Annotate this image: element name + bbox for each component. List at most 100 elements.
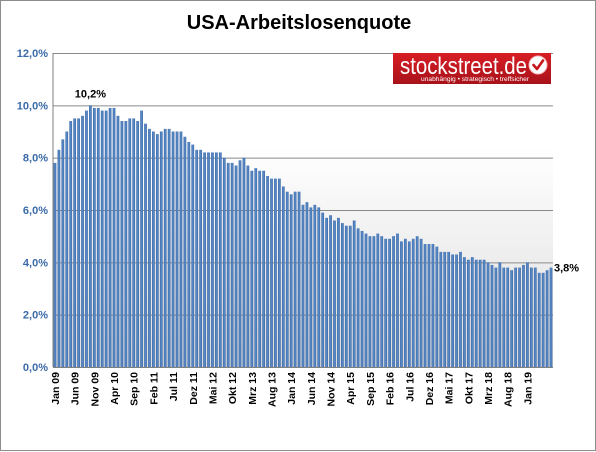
x-tick-label: Apr 15: [345, 372, 357, 405]
bar: [234, 165, 238, 367]
bars: [53, 105, 553, 368]
bar: [360, 230, 364, 367]
bar: [427, 244, 431, 367]
bar: [325, 217, 328, 367]
bar: [537, 272, 541, 367]
bar: [541, 272, 545, 367]
bar: [120, 121, 124, 367]
x-tick-label: Sep 10: [129, 372, 141, 406]
bar: [199, 149, 203, 367]
bar: [132, 118, 136, 367]
x-tick-label: Aug 18: [503, 372, 515, 407]
logo-tagline: unabhängig • strategisch • treffsicher: [421, 76, 530, 83]
bar: [368, 236, 372, 367]
x-tick-label: Jul 16: [404, 372, 416, 402]
bar: [400, 241, 403, 367]
bar: [270, 178, 273, 367]
bar: [128, 118, 132, 367]
bar: [396, 233, 399, 367]
stockstreet-logo: stockstreet.de unabhängig • strategisch …: [393, 53, 551, 84]
x-tick-label: Jan 14: [286, 372, 298, 405]
bar: [175, 131, 179, 367]
bar: [529, 267, 533, 367]
y-tick-label: 4,0%: [23, 257, 48, 269]
bar: [518, 267, 521, 367]
bar: [183, 136, 187, 367]
bar: [411, 238, 415, 367]
bar: [522, 264, 525, 367]
bar: [486, 262, 490, 367]
y-tick-label: 8,0%: [23, 153, 48, 165]
bar: [514, 267, 517, 367]
bar: [435, 246, 439, 367]
bar: [364, 233, 368, 367]
bar: [431, 244, 435, 367]
y-tick-label: 2,0%: [23, 310, 48, 322]
bar: [65, 131, 69, 367]
bar: [478, 259, 482, 367]
x-tick-label: Nov 14: [326, 372, 338, 407]
bar: [340, 223, 344, 367]
bar: [329, 215, 332, 367]
chart-title: USA-Arbeitslosenquote: [187, 12, 411, 34]
bar: [254, 168, 258, 367]
y-axis-ticks: 0,0% 2,0% 4,0% 6,0% 8,0% 10,0% 12,0%: [17, 48, 48, 374]
bar: [155, 134, 159, 367]
bar: [195, 149, 199, 367]
x-tick-label: Mrz 13: [247, 372, 259, 405]
bar: [415, 236, 419, 367]
x-tick-label: Okt 12: [227, 372, 239, 404]
bar: [309, 207, 313, 367]
y-tick-label: 0,0%: [23, 362, 48, 374]
bar: [533, 267, 537, 367]
bar: [474, 259, 478, 367]
bar: [100, 110, 104, 367]
bar: [167, 128, 171, 367]
bar: [510, 270, 514, 367]
bar: [136, 121, 140, 367]
bar: [301, 204, 305, 367]
bar: [388, 238, 391, 367]
x-tick-label: Mai 17: [444, 372, 456, 404]
x-tick-label: Aug 13: [267, 372, 279, 407]
bar: [470, 257, 474, 367]
bar: [490, 264, 494, 367]
bar: [179, 131, 183, 367]
bar: [439, 251, 443, 367]
x-tick-label: Jan 09: [50, 372, 62, 405]
check-icon: [528, 55, 548, 75]
x-tick-label: Dez 16: [424, 372, 436, 405]
bar: [526, 262, 529, 367]
bar: [281, 186, 285, 367]
bar: [171, 131, 175, 367]
bar: [69, 121, 73, 367]
bar: [57, 149, 61, 367]
bar: [144, 123, 147, 368]
bar: [262, 170, 266, 367]
bar: [124, 121, 128, 367]
x-tick-label: Sep 15: [365, 372, 377, 406]
bar: [250, 170, 254, 367]
bar: [482, 259, 486, 367]
bar: [423, 244, 427, 367]
bar: [384, 238, 388, 367]
bar: [92, 107, 96, 367]
bar: [159, 131, 163, 367]
x-tick-label: Apr 10: [109, 372, 121, 405]
bar: [297, 191, 301, 367]
bar: [337, 217, 340, 367]
bar: [289, 194, 293, 367]
bar: [278, 178, 281, 367]
bar: [211, 152, 214, 367]
bar: [344, 225, 348, 367]
bar: [463, 257, 466, 367]
bar: [108, 107, 112, 367]
bar: [447, 251, 451, 367]
bar: [89, 105, 92, 367]
bar: [258, 170, 262, 367]
x-tick-label: Okt 17: [463, 372, 475, 404]
bar: [502, 267, 506, 367]
logo-text: stockstreet.de: [400, 53, 527, 80]
bar: [61, 139, 65, 367]
